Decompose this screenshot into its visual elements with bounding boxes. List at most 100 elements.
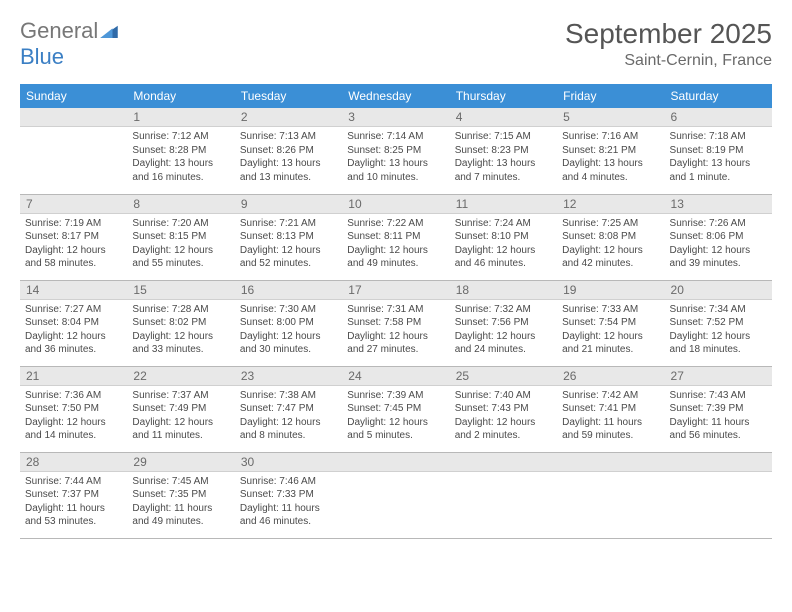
day-number: 19: [557, 281, 664, 300]
daylight-line-a: Daylight: 12 hours: [455, 330, 552, 344]
day-details: Sunrise: 7:34 AMSunset: 7:52 PMDaylight:…: [665, 300, 772, 360]
day-number: 23: [235, 367, 342, 386]
weekday-header: Thursday: [450, 84, 557, 108]
daylight-line-b: and 58 minutes.: [25, 257, 122, 271]
calendar-cell: 12Sunrise: 7:25 AMSunset: 8:08 PMDayligh…: [557, 194, 664, 280]
calendar-row: 7Sunrise: 7:19 AMSunset: 8:17 PMDaylight…: [20, 194, 772, 280]
sunset-line: Sunset: 7:52 PM: [670, 316, 767, 330]
daylight-line-b: and 56 minutes.: [670, 429, 767, 443]
sunset-line: Sunset: 7:43 PM: [455, 402, 552, 416]
calendar-cell: 23Sunrise: 7:38 AMSunset: 7:47 PMDayligh…: [235, 366, 342, 452]
day-number: 8: [127, 195, 234, 214]
sunrise-line: Sunrise: 7:40 AM: [455, 389, 552, 403]
day-details: Sunrise: 7:28 AMSunset: 8:02 PMDaylight:…: [127, 300, 234, 360]
daylight-line-a: Daylight: 11 hours: [240, 502, 337, 516]
daylight-line-a: Daylight: 12 hours: [455, 416, 552, 430]
sunset-line: Sunset: 8:21 PM: [562, 144, 659, 158]
sunset-line: Sunset: 7:35 PM: [132, 488, 229, 502]
day-number-empty: [342, 453, 449, 472]
day-number: 17: [342, 281, 449, 300]
sunset-line: Sunset: 8:15 PM: [132, 230, 229, 244]
daylight-line-b: and 59 minutes.: [562, 429, 659, 443]
day-details: Sunrise: 7:26 AMSunset: 8:06 PMDaylight:…: [665, 214, 772, 274]
sunrise-line: Sunrise: 7:15 AM: [455, 130, 552, 144]
day-number-empty: [665, 453, 772, 472]
calendar-cell: [665, 452, 772, 538]
day-details: Sunrise: 7:33 AMSunset: 7:54 PMDaylight:…: [557, 300, 664, 360]
daylight-line-b: and 21 minutes.: [562, 343, 659, 357]
daylight-line-b: and 42 minutes.: [562, 257, 659, 271]
day-details: Sunrise: 7:14 AMSunset: 8:25 PMDaylight:…: [342, 127, 449, 187]
calendar-cell: 18Sunrise: 7:32 AMSunset: 7:56 PMDayligh…: [450, 280, 557, 366]
logo-text-a: General: [20, 18, 98, 43]
calendar-cell: 5Sunrise: 7:16 AMSunset: 8:21 PMDaylight…: [557, 108, 664, 194]
sunrise-line: Sunrise: 7:37 AM: [132, 389, 229, 403]
weekday-header: Saturday: [665, 84, 772, 108]
day-number: 30: [235, 453, 342, 472]
calendar-cell: 16Sunrise: 7:30 AMSunset: 8:00 PMDayligh…: [235, 280, 342, 366]
daylight-line-b: and 52 minutes.: [240, 257, 337, 271]
calendar-cell: 22Sunrise: 7:37 AMSunset: 7:49 PMDayligh…: [127, 366, 234, 452]
calendar-cell: 8Sunrise: 7:20 AMSunset: 8:15 PMDaylight…: [127, 194, 234, 280]
daylight-line-b: and 30 minutes.: [240, 343, 337, 357]
daylight-line-b: and 2 minutes.: [455, 429, 552, 443]
daylight-line-a: Daylight: 12 hours: [347, 244, 444, 258]
calendar-cell: 15Sunrise: 7:28 AMSunset: 8:02 PMDayligh…: [127, 280, 234, 366]
daylight-line-b: and 13 minutes.: [240, 171, 337, 185]
day-details: Sunrise: 7:24 AMSunset: 8:10 PMDaylight:…: [450, 214, 557, 274]
sunrise-line: Sunrise: 7:28 AM: [132, 303, 229, 317]
daylight-line-b: and 16 minutes.: [132, 171, 229, 185]
logo-triangle-icon: [100, 18, 118, 44]
daylight-line-a: Daylight: 13 hours: [347, 157, 444, 171]
day-number: 24: [342, 367, 449, 386]
sunset-line: Sunset: 8:02 PM: [132, 316, 229, 330]
daylight-line-a: Daylight: 11 hours: [25, 502, 122, 516]
daylight-line-a: Daylight: 11 hours: [132, 502, 229, 516]
sunset-line: Sunset: 7:56 PM: [455, 316, 552, 330]
day-details: Sunrise: 7:44 AMSunset: 7:37 PMDaylight:…: [20, 472, 127, 532]
daylight-line-a: Daylight: 12 hours: [670, 244, 767, 258]
daylight-line-a: Daylight: 13 hours: [455, 157, 552, 171]
daylight-line-b: and 49 minutes.: [347, 257, 444, 271]
daylight-line-b: and 39 minutes.: [670, 257, 767, 271]
day-details: Sunrise: 7:37 AMSunset: 7:49 PMDaylight:…: [127, 386, 234, 446]
daylight-line-a: Daylight: 13 hours: [670, 157, 767, 171]
weekday-header: Tuesday: [235, 84, 342, 108]
day-number: 1: [127, 108, 234, 127]
calendar-table: Sunday Monday Tuesday Wednesday Thursday…: [20, 84, 772, 539]
day-details: Sunrise: 7:19 AMSunset: 8:17 PMDaylight:…: [20, 214, 127, 274]
calendar-cell: 25Sunrise: 7:40 AMSunset: 7:43 PMDayligh…: [450, 366, 557, 452]
calendar-cell: 6Sunrise: 7:18 AMSunset: 8:19 PMDaylight…: [665, 108, 772, 194]
sunset-line: Sunset: 8:06 PM: [670, 230, 767, 244]
day-number: 13: [665, 195, 772, 214]
sunset-line: Sunset: 7:50 PM: [25, 402, 122, 416]
day-number: 28: [20, 453, 127, 472]
calendar-cell: [20, 108, 127, 194]
day-details: Sunrise: 7:40 AMSunset: 7:43 PMDaylight:…: [450, 386, 557, 446]
calendar-cell: 19Sunrise: 7:33 AMSunset: 7:54 PMDayligh…: [557, 280, 664, 366]
calendar-cell: [450, 452, 557, 538]
day-number: 20: [665, 281, 772, 300]
daylight-line-a: Daylight: 13 hours: [240, 157, 337, 171]
calendar-cell: 11Sunrise: 7:24 AMSunset: 8:10 PMDayligh…: [450, 194, 557, 280]
daylight-line-a: Daylight: 12 hours: [132, 416, 229, 430]
calendar-cell: 21Sunrise: 7:36 AMSunset: 7:50 PMDayligh…: [20, 366, 127, 452]
daylight-line-a: Daylight: 12 hours: [347, 330, 444, 344]
logo: GeneralBlue: [20, 18, 118, 70]
daylight-line-a: Daylight: 12 hours: [25, 244, 122, 258]
day-number: 27: [665, 367, 772, 386]
sunset-line: Sunset: 8:23 PM: [455, 144, 552, 158]
calendar-cell: 10Sunrise: 7:22 AMSunset: 8:11 PMDayligh…: [342, 194, 449, 280]
sunset-line: Sunset: 7:47 PM: [240, 402, 337, 416]
daylight-line-b: and 36 minutes.: [25, 343, 122, 357]
calendar-row: 14Sunrise: 7:27 AMSunset: 8:04 PMDayligh…: [20, 280, 772, 366]
daylight-line-a: Daylight: 12 hours: [25, 416, 122, 430]
calendar-cell: 9Sunrise: 7:21 AMSunset: 8:13 PMDaylight…: [235, 194, 342, 280]
calendar-cell: 26Sunrise: 7:42 AMSunset: 7:41 PMDayligh…: [557, 366, 664, 452]
calendar-cell: 17Sunrise: 7:31 AMSunset: 7:58 PMDayligh…: [342, 280, 449, 366]
daylight-line-a: Daylight: 12 hours: [347, 416, 444, 430]
day-number: 18: [450, 281, 557, 300]
daylight-line-b: and 8 minutes.: [240, 429, 337, 443]
weekday-header-row: Sunday Monday Tuesday Wednesday Thursday…: [20, 84, 772, 108]
day-number-empty: [20, 108, 127, 127]
